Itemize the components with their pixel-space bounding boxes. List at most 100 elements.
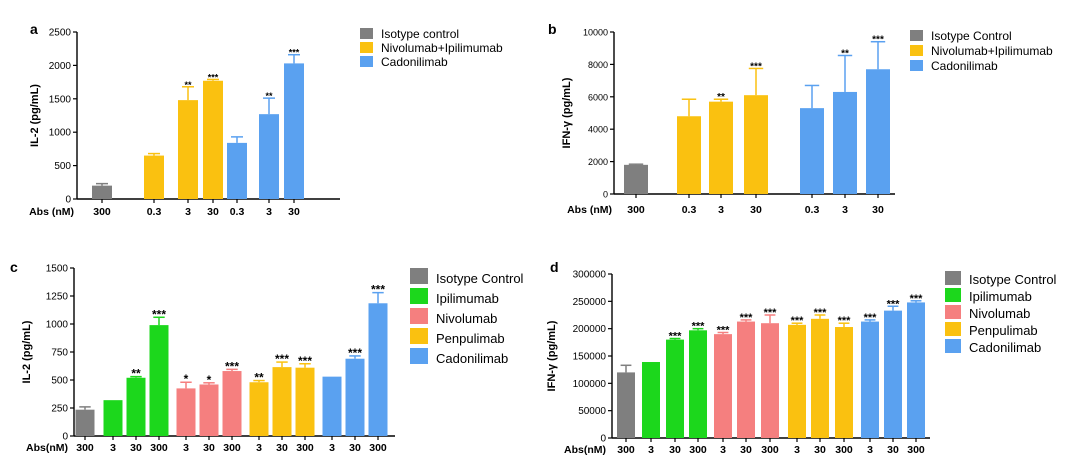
bar-group: 300 *** (761, 307, 779, 456)
bar-group: 300 (75, 406, 95, 454)
significance-label: *** (225, 359, 239, 373)
bar-group: 30 *** (666, 331, 684, 456)
legend-swatch (410, 288, 428, 304)
legend-label: Nivolumab+Ipilimumab (381, 41, 503, 55)
bar (624, 164, 648, 194)
x-tick-label: 30 (669, 444, 681, 456)
bar (178, 100, 198, 199)
bar-group: 3* (176, 372, 196, 454)
x-tick-label: 30 (288, 206, 300, 218)
y-tick-label: 2500 (49, 28, 72, 39)
panel-d: d 0 50000 100000 150000 200000 250000 300000 IFN… (546, 259, 1057, 456)
legend-label: Isotype control (381, 27, 459, 41)
legend-swatch (410, 348, 428, 364)
significance-label: *** (864, 312, 878, 324)
bar (866, 69, 890, 194)
significance-label: *** (717, 324, 731, 336)
bar-group: 30 *** (744, 61, 768, 216)
significance-label: *** (764, 307, 778, 319)
significance-label: ** (131, 367, 141, 381)
bar (368, 303, 388, 436)
legend-swatch (910, 60, 923, 71)
y-tick-label: 2000 (49, 61, 72, 72)
bar-group: 3 *** (714, 324, 732, 456)
bar (203, 80, 223, 199)
legend-item: Ipilimumab (945, 288, 1032, 304)
x-tick-label: 300 (93, 206, 111, 218)
bar (345, 358, 365, 436)
bar-group: 0.3 (677, 98, 701, 216)
x-tick-label: 3 (867, 444, 873, 456)
legend-label: Nivolumab (969, 306, 1030, 321)
significance-label: *** (750, 61, 762, 72)
x-tick-label: 300 (369, 442, 387, 454)
bar-group: 3 ** (833, 48, 857, 216)
x-tick-label: 3 (718, 204, 724, 216)
bar (284, 63, 304, 200)
x-tick-label: 30 (130, 442, 142, 454)
bar (126, 377, 146, 436)
significance-label: *** (838, 315, 852, 327)
legend-label: Cadonilimab (381, 55, 448, 69)
bar (199, 384, 219, 436)
legend-swatch (360, 42, 373, 53)
legend-label: Nivolumab (436, 311, 497, 326)
bar (761, 323, 779, 438)
y-tick-label: 6000 (588, 92, 608, 102)
bar (689, 330, 707, 438)
x-tick-label: 0.3 (230, 206, 245, 218)
legend-item: Cadonilimab (945, 339, 1041, 355)
bar-group: 30 *** (203, 72, 223, 218)
bar-group: 3 *** (788, 315, 806, 456)
y-tick-label: 250 (51, 404, 68, 415)
bar-group: 300 *** (295, 354, 315, 454)
significance-label: *** (692, 321, 706, 333)
bar (714, 334, 732, 438)
legend-item: Nivolumab (410, 308, 497, 326)
bar (788, 324, 806, 438)
bar (835, 327, 853, 438)
x-tick-label: 30 (207, 206, 219, 218)
bar-group: 300 *** (149, 307, 169, 454)
x-tick-label: 30 (740, 444, 752, 456)
significance-label: *** (348, 346, 362, 360)
legend-item: Isotype Control (945, 271, 1057, 287)
legend-label: Penpulimab (969, 323, 1038, 338)
bar-group: 300 *** (222, 359, 242, 454)
bar (227, 142, 247, 199)
legend-label: Isotype Control (931, 29, 1012, 43)
bar-group: 30 *** (737, 312, 755, 456)
y-tick-label: 50000 (578, 406, 606, 417)
significance-label: *** (872, 35, 884, 46)
legend: Isotype ControlNivolumab+IpilimumabCadon… (910, 29, 1053, 73)
y-tick-label: 10000 (583, 28, 608, 38)
y-tick-label: 150000 (573, 352, 607, 363)
x-tick-label: 3 (648, 444, 654, 456)
x-tick-label: 0.3 (147, 206, 162, 218)
bar-group: 300 *** (835, 315, 853, 456)
bar-group: 3 (642, 362, 660, 456)
x-tick-label: 3 (110, 442, 116, 454)
x-tick-label: 300 (907, 444, 925, 456)
legend-swatch (910, 45, 923, 56)
significance-label: *** (669, 331, 683, 343)
y-axis-title: IL-2 (pg/mL) (21, 320, 33, 383)
legend-label: Nivolumab+Ipilimumab (931, 44, 1053, 58)
x-tick-label: 300 (223, 442, 241, 454)
bar (272, 367, 292, 436)
x-tick-label: 300 (150, 442, 168, 454)
x-tick-label: 3 (329, 442, 335, 454)
bar-group: 300 (92, 182, 112, 218)
x-tick-label: 30 (276, 442, 288, 454)
bar-group: 3 ** (709, 92, 733, 216)
y-tick-label: 1250 (46, 292, 69, 303)
bar-group: 300 (624, 163, 648, 216)
legend-item: Nivolumab+Ipilimumab (360, 41, 503, 55)
x-tick-label: 30 (887, 444, 899, 456)
bar-group: 300 *** (907, 293, 925, 456)
y-tick-label: 0 (62, 432, 68, 443)
bar-group: 3 *** (861, 312, 879, 456)
y-tick-label: 0 (603, 190, 608, 200)
y-tick-label: 0 (600, 434, 606, 445)
